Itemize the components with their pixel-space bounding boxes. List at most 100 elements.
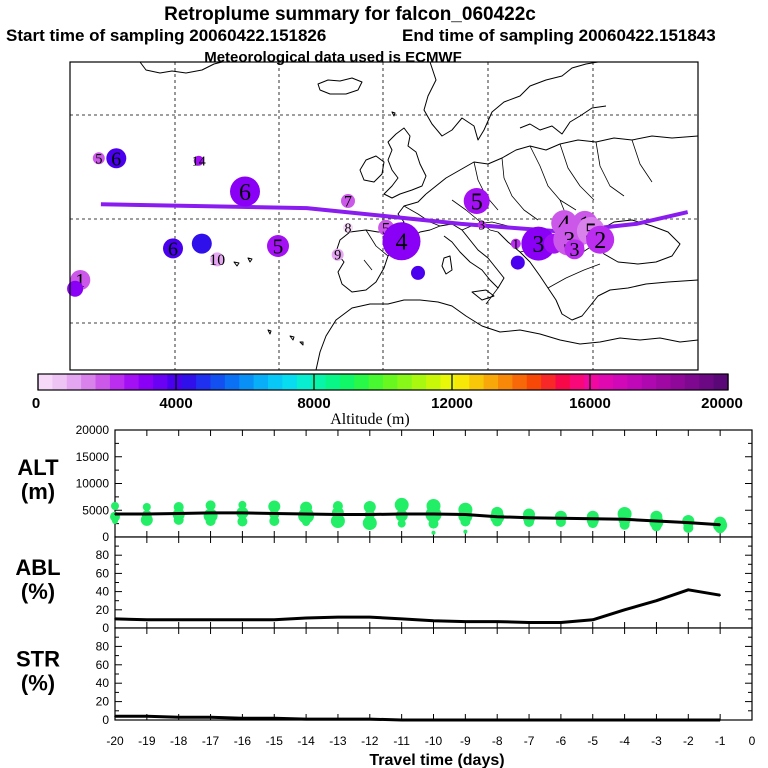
altitude-scatter-point — [302, 518, 311, 526]
map-marks: 5614661057958453134331521 — [67, 148, 689, 297]
x-tick-label: -8 — [492, 734, 503, 748]
cluster-label: 6 — [168, 238, 178, 260]
plume-cluster — [67, 280, 84, 297]
series-point — [241, 619, 244, 621]
y-tick-label: 60 — [96, 658, 110, 672]
altitude-scatter-point — [111, 502, 119, 510]
y-tick-label: 40 — [96, 676, 110, 690]
altitude-scatter-point — [428, 518, 439, 529]
series-point — [719, 523, 721, 526]
series-point — [337, 718, 339, 720]
cluster-label: 1 — [75, 270, 85, 292]
series-point — [432, 513, 435, 515]
altitude-scatter-point — [330, 514, 345, 528]
plume-cluster — [191, 233, 212, 254]
altitude-scatter-point — [112, 518, 118, 524]
series-point — [623, 518, 626, 521]
x-tick-label: -1 — [715, 734, 726, 748]
colorbar-swatch — [368, 374, 384, 390]
plume-cluster — [163, 238, 183, 259]
series-point — [273, 717, 276, 719]
altitude-scatter-point — [651, 521, 662, 532]
colorbar-swatch — [411, 374, 427, 390]
series-point — [592, 518, 594, 520]
cluster-label: 7 — [344, 194, 352, 211]
plume-cluster — [477, 220, 486, 229]
x-tick-label: -2 — [683, 734, 694, 748]
series-point — [464, 513, 467, 516]
end-time-label: End time of sampling 20060422.151843 — [402, 26, 716, 45]
series-point — [592, 619, 594, 621]
colorbar-swatch — [339, 374, 355, 390]
series-point — [400, 513, 403, 515]
series-point — [560, 621, 562, 624]
series-point — [560, 719, 562, 721]
x-tick-label: -3 — [651, 734, 662, 748]
series-point — [209, 512, 212, 514]
greenland-coast — [139, 61, 223, 74]
series-point — [528, 516, 530, 519]
y-tick-label: 20000 — [76, 423, 110, 437]
panel-str: 0 20 40 60 80 STR(%) — [16, 627, 753, 727]
colorbar-swatch — [526, 374, 542, 390]
x-tick-label: -17 — [202, 734, 220, 748]
x-tick-label: 0 — [749, 734, 756, 748]
series-point — [432, 619, 435, 622]
x-tick-label: -16 — [234, 734, 252, 748]
colorbar-swatch — [684, 374, 700, 390]
colorbar-swatch — [397, 374, 413, 390]
start-time-label: Start time of sampling 20060422.151826 — [6, 26, 326, 45]
colorbar-swatch — [713, 374, 729, 390]
altitude-scatter-point — [298, 507, 315, 524]
series-point — [337, 513, 339, 516]
x-tick-label: -13 — [329, 734, 347, 748]
altitude-scatter-point — [268, 500, 281, 513]
series-point — [369, 616, 371, 618]
altitude-scatter-point — [492, 516, 503, 527]
series-point — [241, 512, 244, 514]
continent-coast — [425, 135, 699, 195]
sicily-coast — [471, 289, 495, 301]
series-line — [115, 511, 721, 527]
sardinia-coast — [441, 255, 453, 275]
x-tick-label: -12 — [361, 734, 379, 748]
colorbar-swatch — [66, 374, 82, 390]
panel-frame — [114, 627, 753, 721]
azores-coast — [233, 257, 253, 267]
series-point — [114, 715, 116, 718]
y-tick-label: 80 — [96, 548, 110, 562]
plume-cluster — [193, 155, 204, 166]
y-tick-label: 15000 — [76, 450, 110, 464]
met-data-label: Meteorological data used is ECMWF — [204, 49, 462, 66]
colorbar-swatch — [296, 374, 312, 390]
series-point — [560, 517, 562, 520]
x-tick-label: -19 — [138, 734, 156, 748]
ireland-coast — [359, 155, 385, 183]
altitude-scatter-point — [619, 519, 630, 530]
altitude-scatter-point — [397, 519, 406, 528]
series-point — [528, 621, 530, 624]
colorbar-swatch — [555, 374, 571, 390]
colorbar-swatch — [282, 374, 298, 390]
cluster-label: 5 — [471, 189, 483, 215]
altitude-scatter-point — [363, 501, 376, 513]
colorbar-label: Altitude (m) — [330, 411, 410, 428]
colorbar-swatch — [641, 374, 657, 390]
y-tick-label: 0 — [102, 713, 109, 727]
black-sea-coast — [597, 219, 681, 265]
x-tick-label: -6 — [556, 734, 567, 748]
colorbar-swatch — [95, 374, 111, 390]
britain-coast — [383, 127, 427, 199]
cluster-label: 14 — [192, 155, 206, 170]
series-point — [209, 716, 212, 718]
colorbar-swatch — [81, 374, 97, 390]
series-point — [337, 616, 339, 618]
colorbar-swatch — [498, 374, 513, 390]
series-point — [719, 719, 721, 721]
altitude-scatter-point — [238, 500, 247, 509]
cluster-label: 9 — [334, 248, 341, 264]
colorbar-swatch — [426, 374, 442, 390]
panel-abl: 0 20 40 60 80 ABL(%) — [15, 536, 753, 635]
series-point — [496, 515, 499, 518]
